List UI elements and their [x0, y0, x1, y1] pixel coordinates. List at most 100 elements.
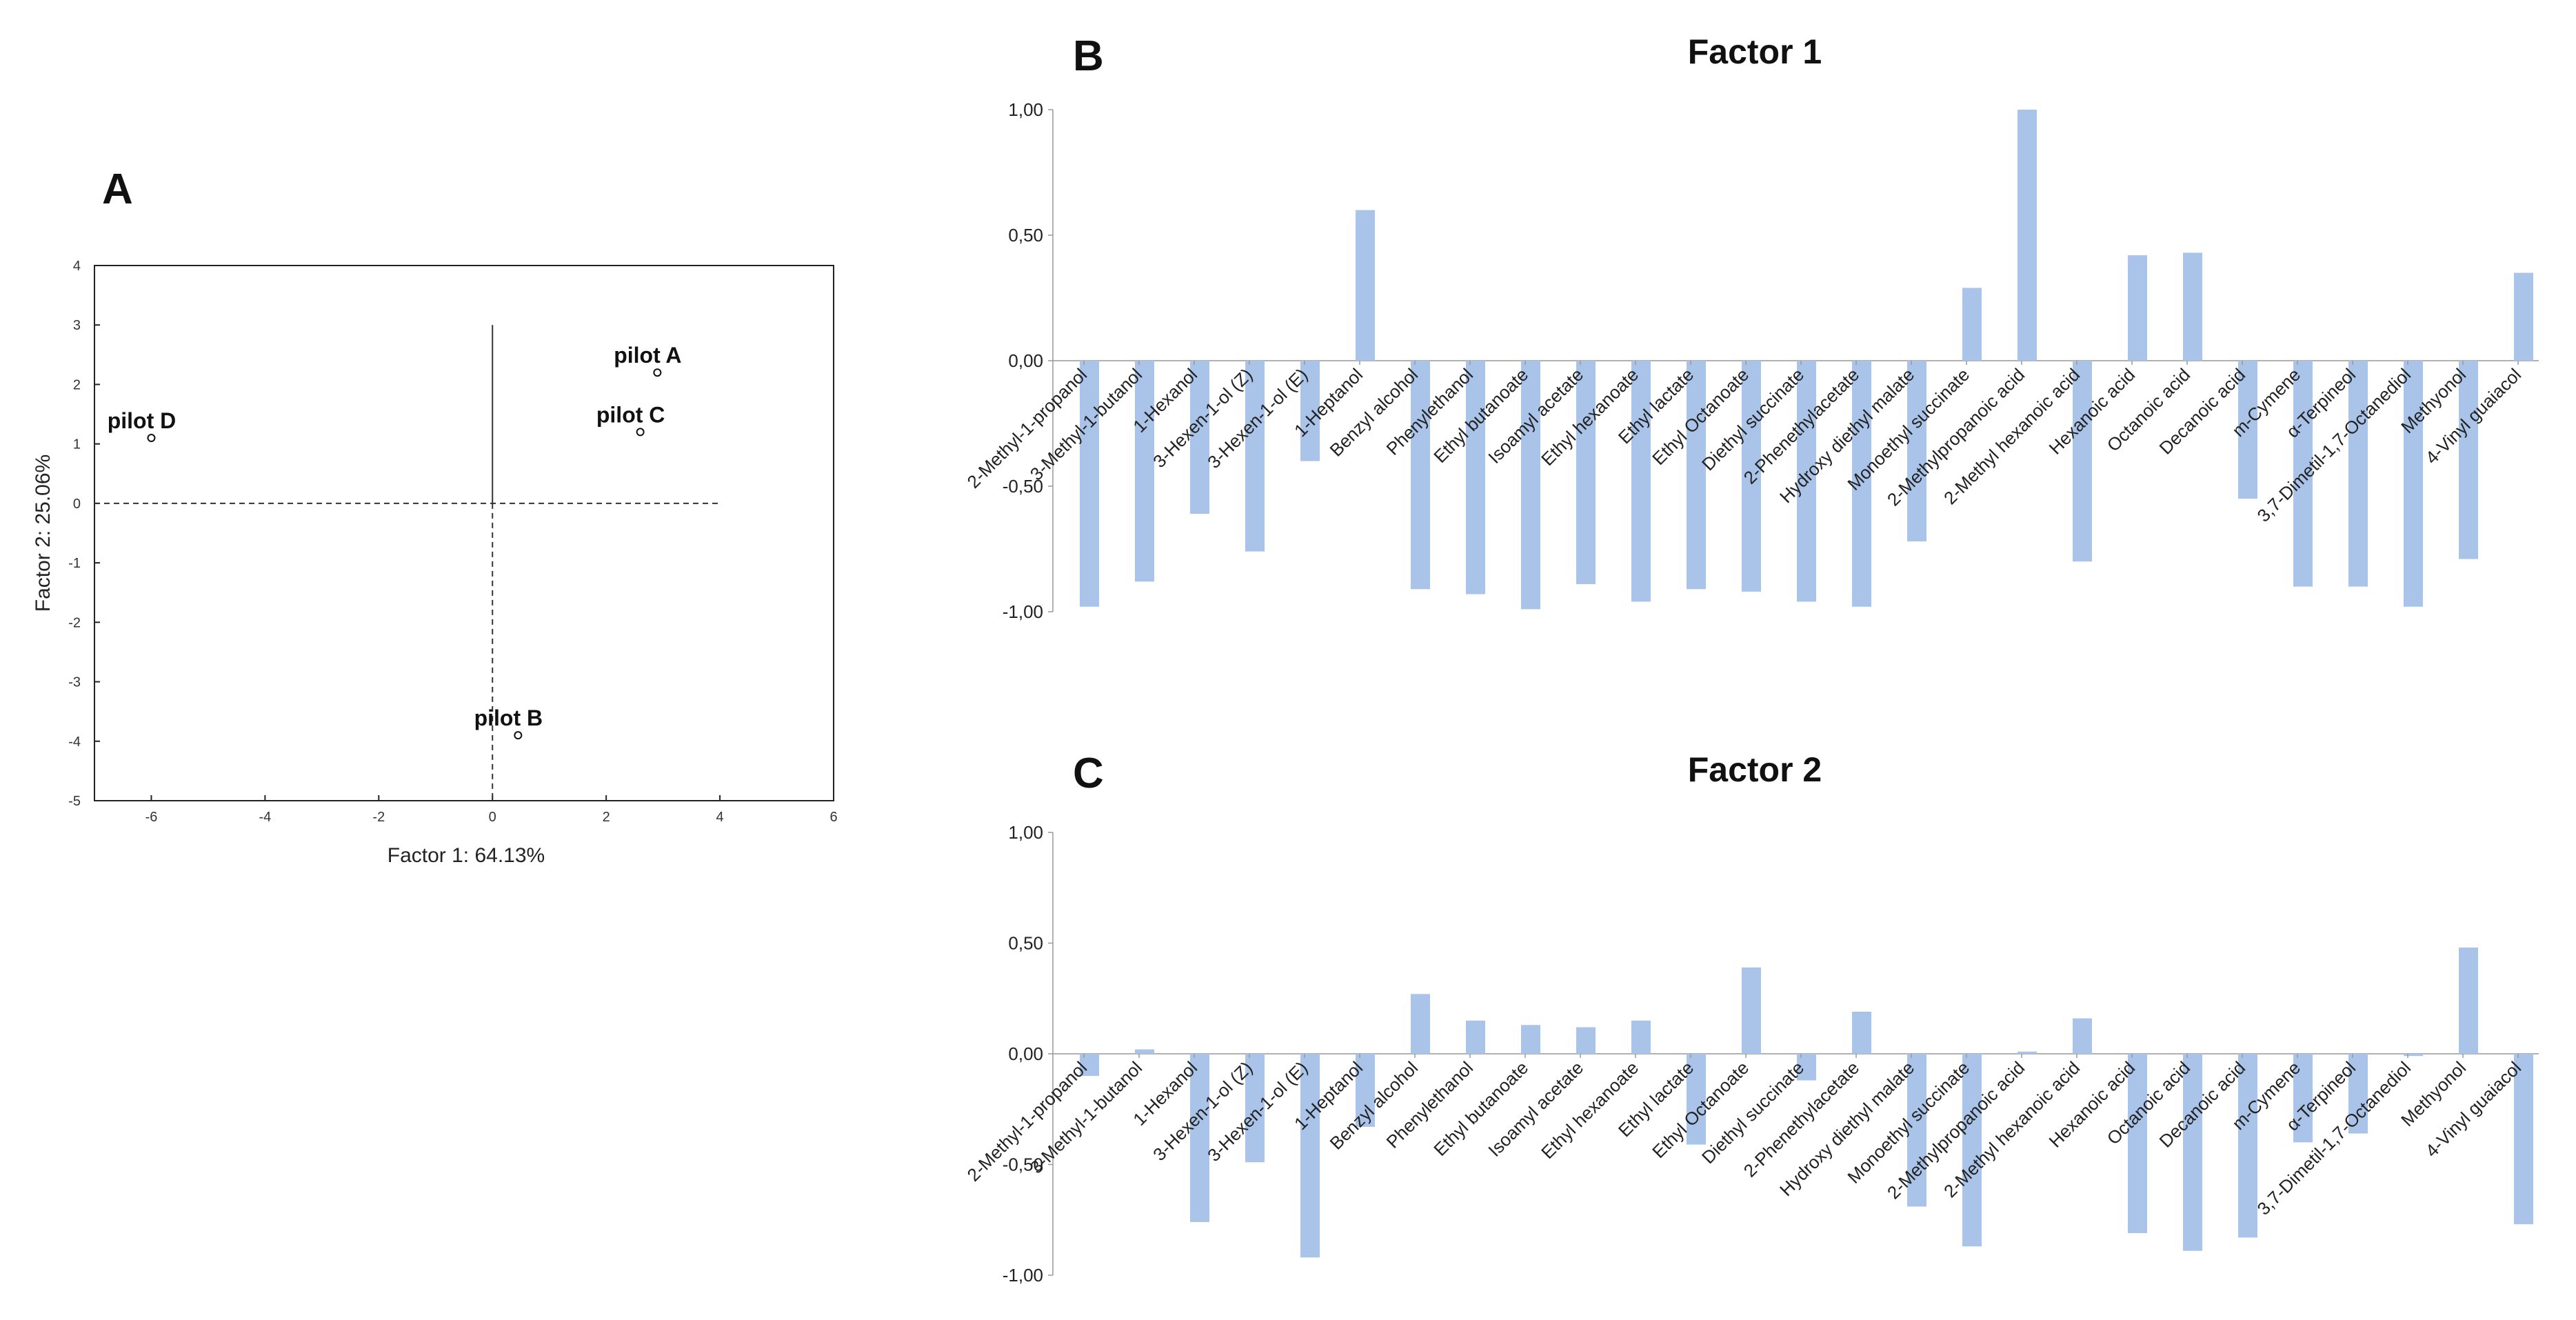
loading-bar	[2404, 361, 2423, 607]
factor-2-bar-chart: Factor 2 1,000,500,00-0,50-1,002-Methyl-…	[963, 750, 2539, 1286]
loading-bar	[1631, 1020, 1651, 1054]
scatter-x-tick-label: -6	[145, 810, 158, 825]
loading-bar	[1300, 1054, 1320, 1258]
loading-bar	[1080, 1054, 1099, 1077]
scatter-point-label: pilot C	[596, 402, 665, 427]
bar-y-tick-label: 0,50	[1008, 933, 1043, 954]
bar-y-tick-label: 1,00	[1008, 99, 1043, 120]
loading-bar	[1466, 361, 1485, 594]
scatter-points: pilot A pilot C pilot D pilot B	[108, 343, 682, 740]
loading-bar	[2293, 1054, 2313, 1143]
loading-bar	[1907, 1054, 1926, 1207]
loading-bar	[1797, 361, 1816, 602]
factor-1-title: Factor 1	[1688, 32, 1822, 71]
scatter-x-tick-label: -2	[372, 810, 385, 825]
scatter-y-axis-title: Factor 2: 25.06%	[32, 454, 54, 612]
scatter-x-tick-label: 0	[489, 810, 496, 825]
loading-bar	[1521, 1025, 1540, 1054]
scatter-y-tick-label: -5	[68, 794, 81, 809]
loading-bar	[1962, 288, 1982, 361]
loading-bar	[1742, 361, 1761, 592]
loading-bar	[1687, 361, 1706, 590]
loading-bar	[1356, 1054, 1375, 1127]
scatter-point-label: pilot A	[614, 343, 681, 368]
loading-bar	[1797, 1054, 1816, 1081]
loading-bar	[1742, 967, 1761, 1054]
scatter-y-tick-label: 0	[73, 497, 81, 512]
loading-bar	[1631, 361, 1651, 602]
loading-bar	[1190, 361, 1209, 514]
loading-bar	[1245, 1054, 1265, 1163]
bar-category-label: Isoamyl acetate	[1484, 1057, 1587, 1161]
bar-y-tick-label: 0,00	[1008, 1043, 1043, 1064]
scatter-y-tick-label: -3	[68, 675, 81, 690]
loading-bar	[1687, 1054, 1706, 1145]
scatter-x-axis-title: Factor 1: 64.13%	[388, 844, 545, 867]
loading-bar	[1466, 1020, 1485, 1054]
panel-label-b: B	[1073, 32, 1104, 80]
score-scatter-chart: -6 -4 -2 0 2 4 6 4 3 2 1 0 -1 -2 -3 -4 -5 pilot A pilot C…	[32, 259, 838, 867]
loading-bar	[1411, 361, 1430, 590]
loading-bar	[2348, 1054, 2368, 1134]
loading-bar	[1135, 361, 1154, 582]
bar-y-tick-label: -0,50	[1003, 1154, 1043, 1175]
bar-y-tick-label: -1,00	[1003, 1265, 1043, 1286]
scatter-ticks: -6 -4 -2 0 2 4 6 4 3 2 1 0 -1 -2 -3 -4 -5	[68, 259, 837, 825]
scatter-reference-lines	[94, 325, 721, 801]
loading-bar	[1411, 994, 1430, 1054]
scatter-y-tick-label: 2	[73, 377, 81, 392]
loading-bar	[1576, 1027, 1596, 1054]
bar-y-tick-label: 0,50	[1008, 225, 1043, 246]
scatter-y-tick-label: -4	[68, 734, 81, 750]
loading-bar	[2348, 361, 2368, 587]
bar-y-tick-label: -1,00	[1003, 601, 1043, 622]
loading-bar	[2073, 361, 2092, 562]
scatter-y-tick-label: 1	[73, 437, 81, 452]
loading-bar	[2017, 1051, 2037, 1054]
loading-bar	[1080, 361, 1099, 607]
scatter-point	[147, 434, 156, 443]
loading-bar	[2514, 272, 2533, 361]
scatter-point	[653, 368, 662, 377]
panel-label-c: C	[1073, 750, 1104, 797]
loading-bar	[1245, 361, 1265, 552]
bar-y-tick-label: 1,00	[1008, 822, 1043, 843]
bar-category-label: Ethyl hexanoate	[1537, 1057, 1642, 1163]
scatter-x-tick-label: 4	[716, 810, 724, 825]
loading-bar	[2514, 1054, 2533, 1225]
loading-bar	[2128, 1054, 2147, 1234]
scatter-point	[514, 731, 523, 740]
factor-2-title: Factor 2	[1688, 750, 1822, 789]
loading-bar	[2128, 255, 2147, 361]
factor-1-bar-chart: Factor 1 1,000,500,00-0,50-1,002-Methyl-…	[963, 32, 2539, 622]
loading-bar	[1852, 361, 1871, 607]
loading-bar	[1190, 1054, 1209, 1222]
scatter-x-tick-label: 2	[603, 810, 610, 825]
scatter-plot-frame	[94, 265, 834, 801]
scatter-x-tick-label: 6	[829, 810, 837, 825]
loading-bar	[2293, 361, 2313, 587]
bar-category-label: Diethyl succinate	[1698, 1057, 1808, 1168]
scatter-point	[636, 428, 645, 437]
loading-bar	[2459, 361, 2478, 559]
loading-bar	[2073, 1018, 2092, 1054]
loading-bar	[1356, 210, 1375, 361]
loading-bar	[2183, 252, 2202, 361]
scatter-x-tick-label: -4	[259, 810, 271, 825]
loading-bar	[2238, 361, 2257, 499]
scatter-y-tick-label: -2	[68, 615, 81, 630]
bar-category-label: Ethyl butanoate	[1429, 1057, 1532, 1160]
loading-bar	[2404, 1054, 2423, 1057]
loading-bar	[2183, 1054, 2202, 1251]
scatter-y-tick-label: 3	[73, 318, 81, 333]
loading-bar	[1962, 1054, 1982, 1247]
loading-bar	[2459, 947, 2478, 1054]
bar-y-tick-label: -0,50	[1003, 476, 1043, 497]
bar-y-tick-label: 0,00	[1008, 350, 1043, 371]
scatter-point-label: pilot D	[108, 408, 177, 433]
loading-bar	[1521, 361, 1540, 610]
loading-bar	[1907, 361, 1926, 542]
scatter-y-tick-label: 4	[73, 259, 81, 274]
scatter-y-tick-label: -1	[68, 556, 81, 571]
